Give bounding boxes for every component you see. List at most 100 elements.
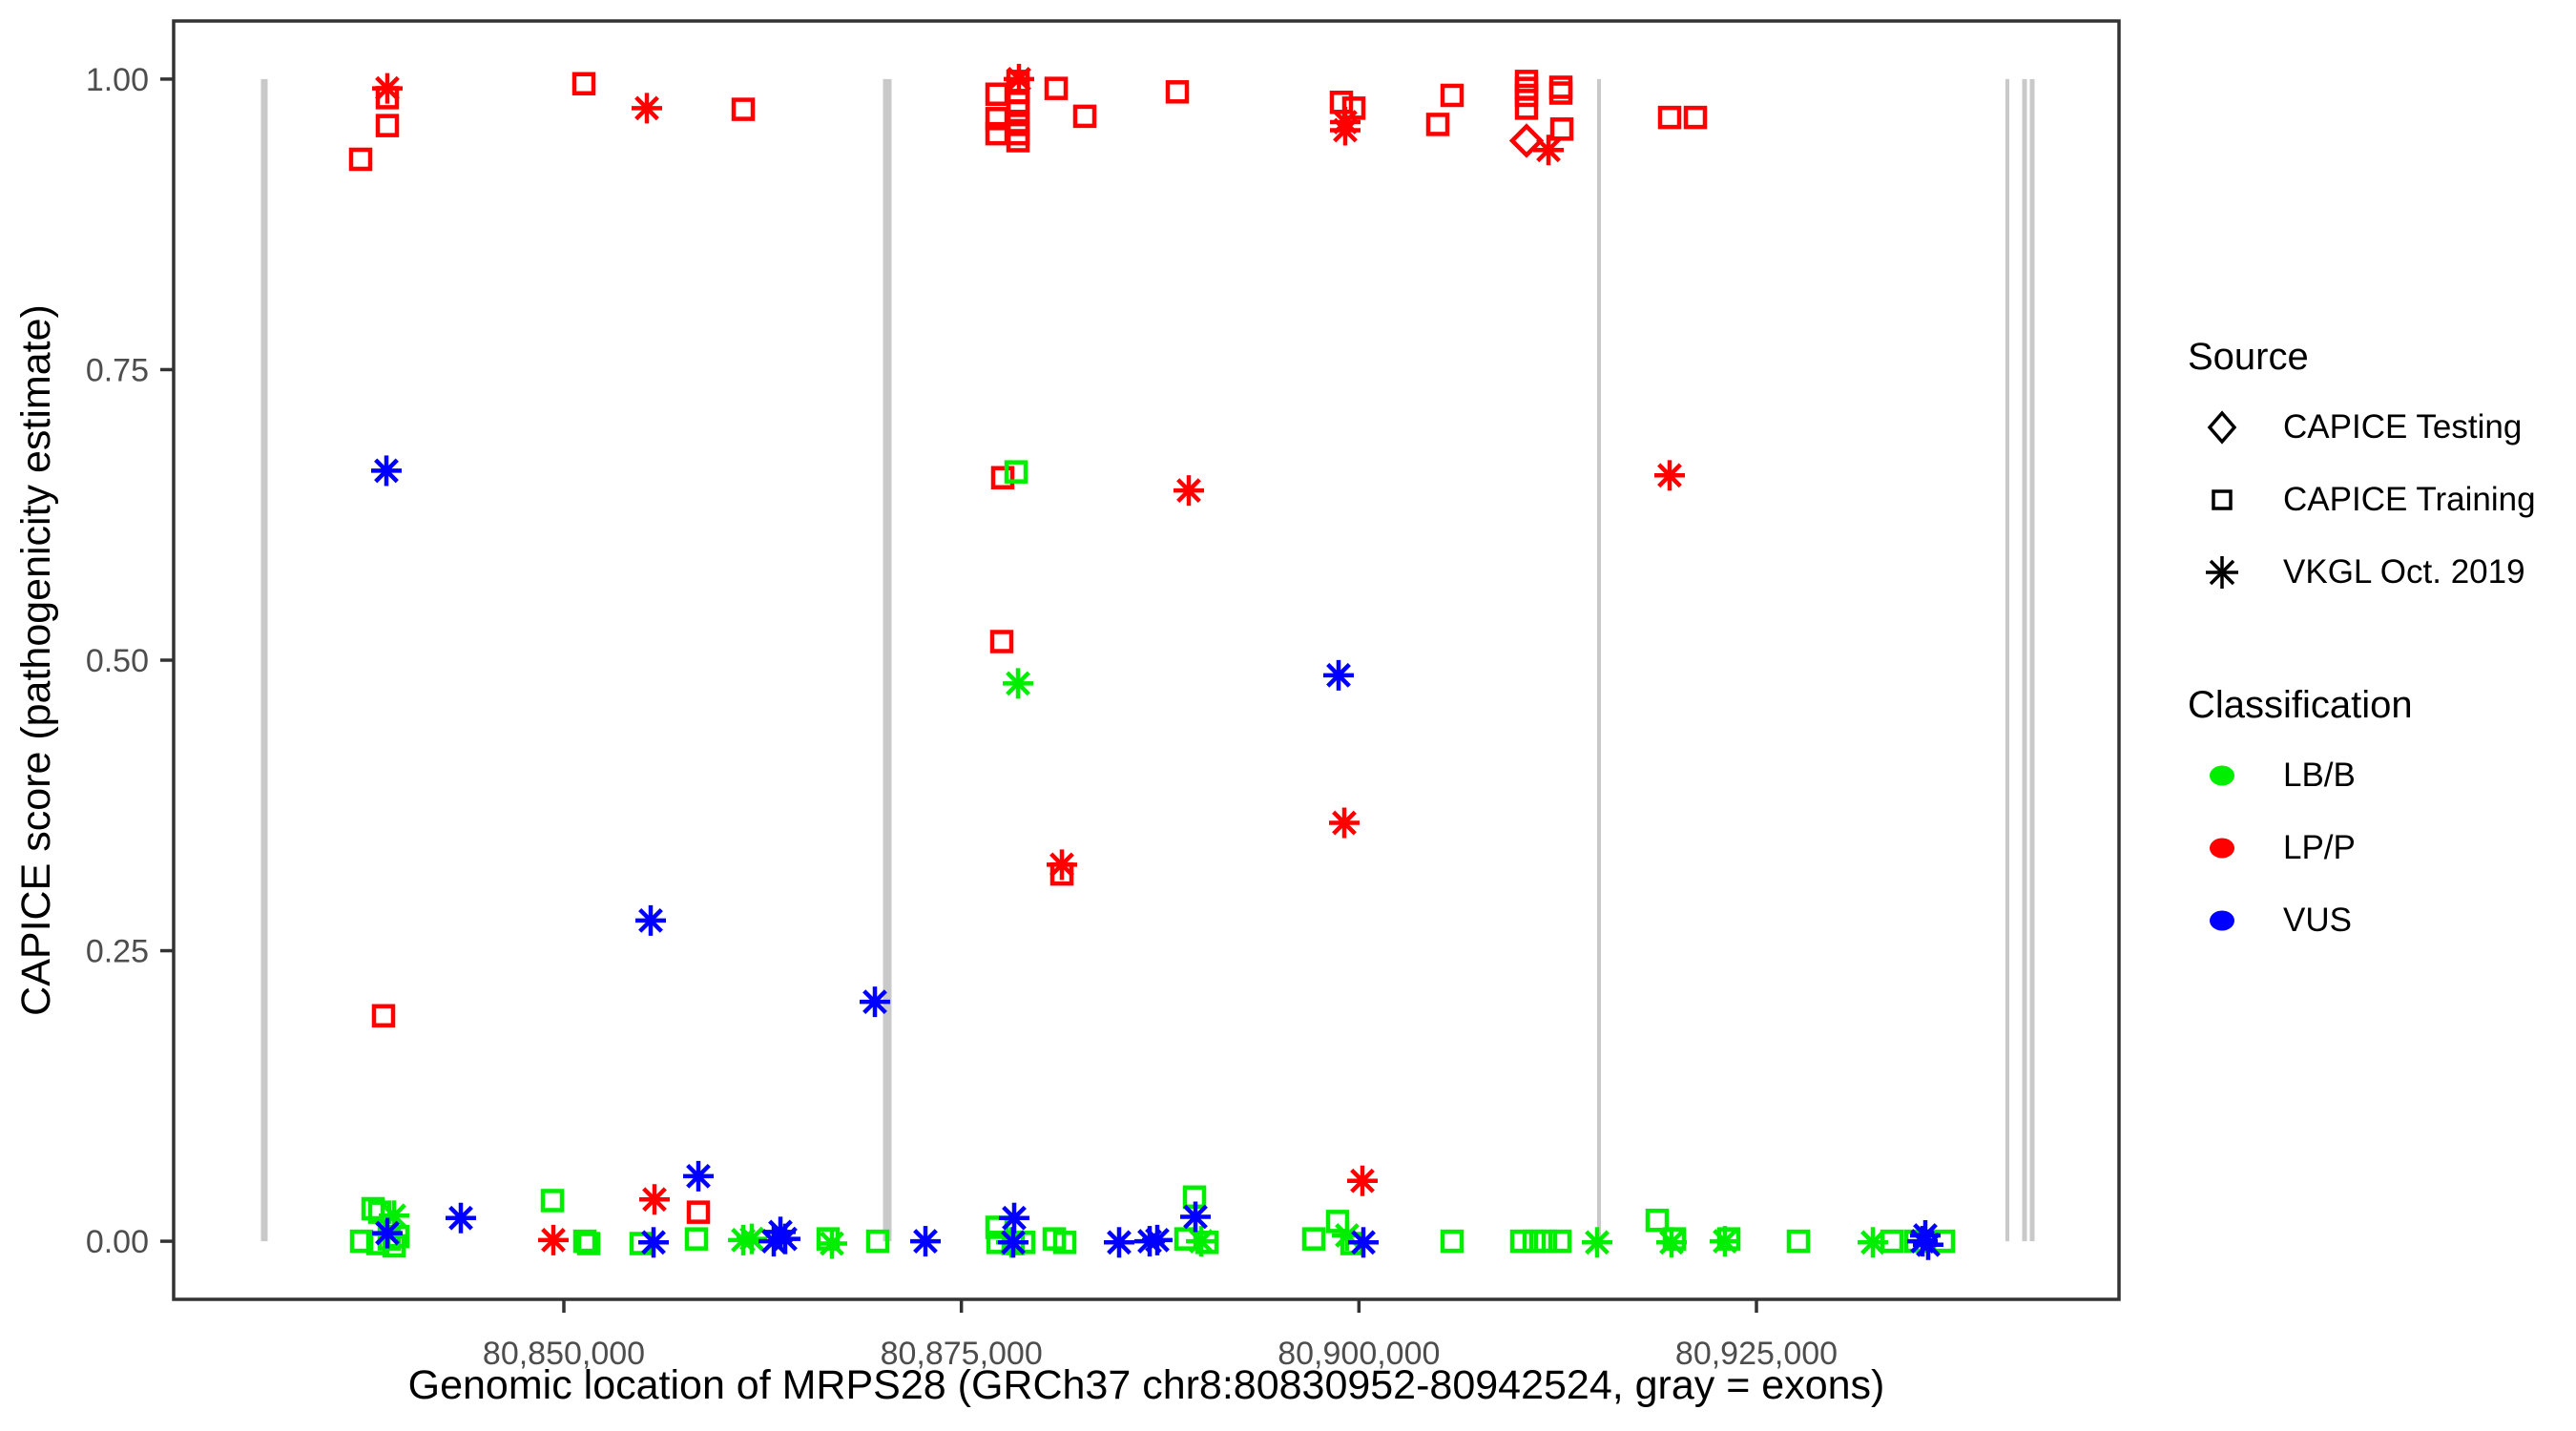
legend-item-label: LP/P xyxy=(2283,829,2356,866)
square-icon xyxy=(2188,476,2256,524)
data-point xyxy=(1548,75,1573,99)
y-axis-title: CAPICE score (pathogenicity estimate) xyxy=(13,304,59,1016)
data-point xyxy=(998,1227,1028,1258)
data-point xyxy=(1329,91,1354,114)
data-point xyxy=(638,1227,669,1258)
data-point xyxy=(1654,460,1685,491)
data-point xyxy=(989,630,1014,653)
data-point xyxy=(572,1229,597,1254)
legend-item-label: LB/B xyxy=(2283,757,2356,794)
data-point xyxy=(1662,1227,1687,1251)
asterisk-stroke xyxy=(1006,671,1030,696)
asterisk-stroke xyxy=(1332,810,1357,836)
data-point xyxy=(1330,114,1361,146)
data-point xyxy=(1301,1227,1326,1251)
exon-bar xyxy=(883,78,892,1242)
data-point xyxy=(1657,105,1682,130)
data-point xyxy=(865,1229,890,1254)
exon-bar xyxy=(2029,78,2035,1242)
data-point xyxy=(684,1227,709,1251)
legend-source-title: Source xyxy=(2188,336,2309,378)
asterisk-stroke xyxy=(1713,1229,1737,1254)
asterisk-stroke xyxy=(1335,1223,1360,1248)
asterisk-stroke xyxy=(638,907,663,933)
data-point xyxy=(731,97,756,121)
data-point xyxy=(1786,1229,1811,1254)
data-point xyxy=(1440,83,1465,108)
asterisk-stroke xyxy=(375,1220,400,1246)
asterisk-stroke xyxy=(641,1230,666,1255)
asterisk-stroke xyxy=(1007,67,1031,92)
exon-bar xyxy=(2022,78,2027,1242)
data-point xyxy=(371,1004,396,1028)
asterisk-stroke xyxy=(642,1187,667,1213)
x-axis-title: Genomic location of MRPS28 (GRCh37 chr8:… xyxy=(408,1362,1885,1408)
data-point xyxy=(1052,1231,1077,1255)
data-point xyxy=(817,1228,847,1259)
data-point xyxy=(371,455,402,487)
data-point xyxy=(1548,81,1573,105)
y-tick-label: 0.75 xyxy=(86,352,149,388)
legend-item-vkgl: VKGL Oct. 2019 xyxy=(2188,549,2569,596)
legend: Source CAPICE Testing CAPICE Training xyxy=(2188,336,2569,969)
data-point xyxy=(1142,1224,1173,1255)
legend-item-capice-training: CAPICE Training xyxy=(2188,476,2569,524)
data-point xyxy=(860,986,890,1018)
asterisk-stroke xyxy=(1183,1204,1208,1230)
data-point xyxy=(1104,1227,1134,1258)
data-point xyxy=(1186,1226,1216,1257)
green-dot-icon xyxy=(2188,752,2256,799)
legend-item-capice-testing: CAPICE Testing xyxy=(2188,404,2569,451)
legend-item-label: VUS xyxy=(2283,902,2352,939)
data-point xyxy=(1044,76,1069,100)
asterisk-stroke xyxy=(1350,1168,1375,1193)
asterisk-stroke xyxy=(1145,1227,1170,1253)
data-point xyxy=(1006,99,1030,124)
x-tick-label: 80,850,000 xyxy=(483,1336,645,1372)
red-dot-icon xyxy=(2188,824,2256,872)
y-tick-label: 1.00 xyxy=(86,62,149,98)
data-point xyxy=(1072,104,1097,129)
data-point xyxy=(635,904,666,936)
data-point xyxy=(1508,123,1545,158)
panel-border xyxy=(172,19,2121,1301)
asterisk-stroke xyxy=(1333,117,1358,143)
exon-bar xyxy=(2005,78,2009,1242)
x-tick-label: 80,925,000 xyxy=(1675,1336,1838,1372)
asterisk-stroke xyxy=(1049,852,1074,878)
data-point xyxy=(576,1232,601,1255)
asterisk-stroke xyxy=(686,1163,711,1189)
data-point xyxy=(1165,80,1190,104)
asterisk-stroke xyxy=(448,1205,473,1231)
asterisk-stroke xyxy=(1107,1230,1132,1255)
asterisk-stroke xyxy=(1002,1205,1027,1231)
data-point xyxy=(1180,1201,1211,1233)
data-point xyxy=(1913,1229,1943,1260)
asterisk-stroke xyxy=(1916,1232,1941,1257)
asterisk-stroke xyxy=(773,1226,798,1252)
data-point xyxy=(372,1217,403,1249)
data-point xyxy=(446,1202,476,1234)
asterisk-stroke xyxy=(634,95,659,121)
asterisk-stroke xyxy=(375,75,400,101)
legend-item-label: CAPICE Training xyxy=(2283,481,2536,518)
data-point xyxy=(1425,113,1450,136)
data-point xyxy=(1006,129,1030,153)
data-point xyxy=(1347,1165,1378,1196)
asterisk-stroke xyxy=(1860,1230,1885,1255)
data-point xyxy=(990,466,1015,489)
data-point xyxy=(571,72,596,96)
data-point xyxy=(683,1160,714,1192)
asterisk-stroke xyxy=(820,1231,844,1256)
data-point xyxy=(1716,1227,1741,1251)
y-tick-label: 0.00 xyxy=(86,1224,149,1260)
data-point xyxy=(375,114,400,137)
data-point xyxy=(1003,668,1033,699)
data-point xyxy=(1533,135,1564,166)
data-point xyxy=(1710,1226,1740,1257)
exon-bar xyxy=(1597,78,1601,1242)
asterisk-stroke xyxy=(1001,1230,1026,1255)
data-point xyxy=(1683,105,1708,130)
data-point xyxy=(1174,475,1204,507)
